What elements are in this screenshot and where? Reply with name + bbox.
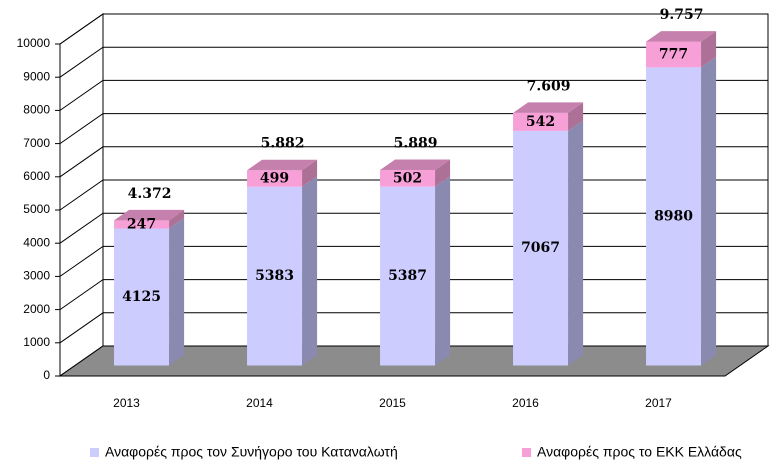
value-label: 499 [260,171,289,187]
y-tick-label: 7000 [23,136,50,150]
x-tick-label: 2016 [512,396,539,410]
bar-segment [247,186,303,366]
value-label: 5383 [255,268,294,284]
bar-segment [646,67,702,366]
total-label: 5.889 [394,135,438,151]
bar-segment [114,220,170,229]
value-label: 247 [127,216,156,232]
bar-segment [247,170,303,187]
y-tick-label: 0 [43,368,50,382]
bar-segment [380,186,436,366]
total-label: 5.882 [261,136,305,152]
y-tick-label: 2000 [23,302,50,316]
legend-swatch [90,448,99,457]
x-tick-label: 2013 [113,396,140,410]
value-label: 502 [393,170,422,186]
value-label: 542 [526,114,555,130]
grid-line [59,13,768,45]
bar-side [169,218,185,366]
total-label: 9.757 [660,7,704,23]
value-label: 777 [659,46,688,62]
y-tick-label: 3000 [23,269,50,283]
value-label: 7067 [521,240,560,256]
bar-side [568,120,584,366]
y-tick-label: 10000 [17,36,51,50]
bar-segment [513,130,569,366]
bar-segment [513,112,569,131]
bar-top [114,209,185,221]
bar-side [435,159,451,187]
value-label: 5387 [388,268,427,284]
bar-side [435,176,451,366]
bar-side [701,31,717,68]
total-label: 7.609 [527,78,571,94]
bar-side [302,176,318,366]
bar-top [380,159,451,170]
y-tick-label: 1000 [23,335,50,349]
legend-label: Αναφορές προς τον Συνήγορο του Καταναλωτ… [105,444,398,460]
bar-side [568,102,584,131]
legend-label: Αναφορές προς το ΕΚΚ Ελλάδας [537,444,742,460]
bar-segment [380,169,436,187]
bar-segment [114,228,170,366]
grid-line [59,46,768,78]
total-label: 4.372 [128,186,172,202]
bar-side [169,209,185,229]
value-label: 4125 [122,289,161,305]
y-tick-label: 9000 [23,69,50,83]
bar-top [247,159,318,171]
grid-line [59,79,768,111]
bar-side [302,159,318,187]
bar-top [513,102,584,113]
bar-segment [646,41,702,68]
value-label: 8980 [654,208,693,224]
x-tick-label: 2014 [246,396,273,410]
y-tick-label: 5000 [23,202,50,216]
legend-swatch [522,448,531,457]
y-tick-label: 4000 [23,235,50,249]
y-tick-label: 8000 [23,103,50,117]
bar-side [701,56,717,366]
y-tick-label: 6000 [23,169,50,183]
x-tick-label: 2017 [645,396,672,410]
bar-top [646,31,717,42]
x-tick-label: 2015 [379,396,406,410]
